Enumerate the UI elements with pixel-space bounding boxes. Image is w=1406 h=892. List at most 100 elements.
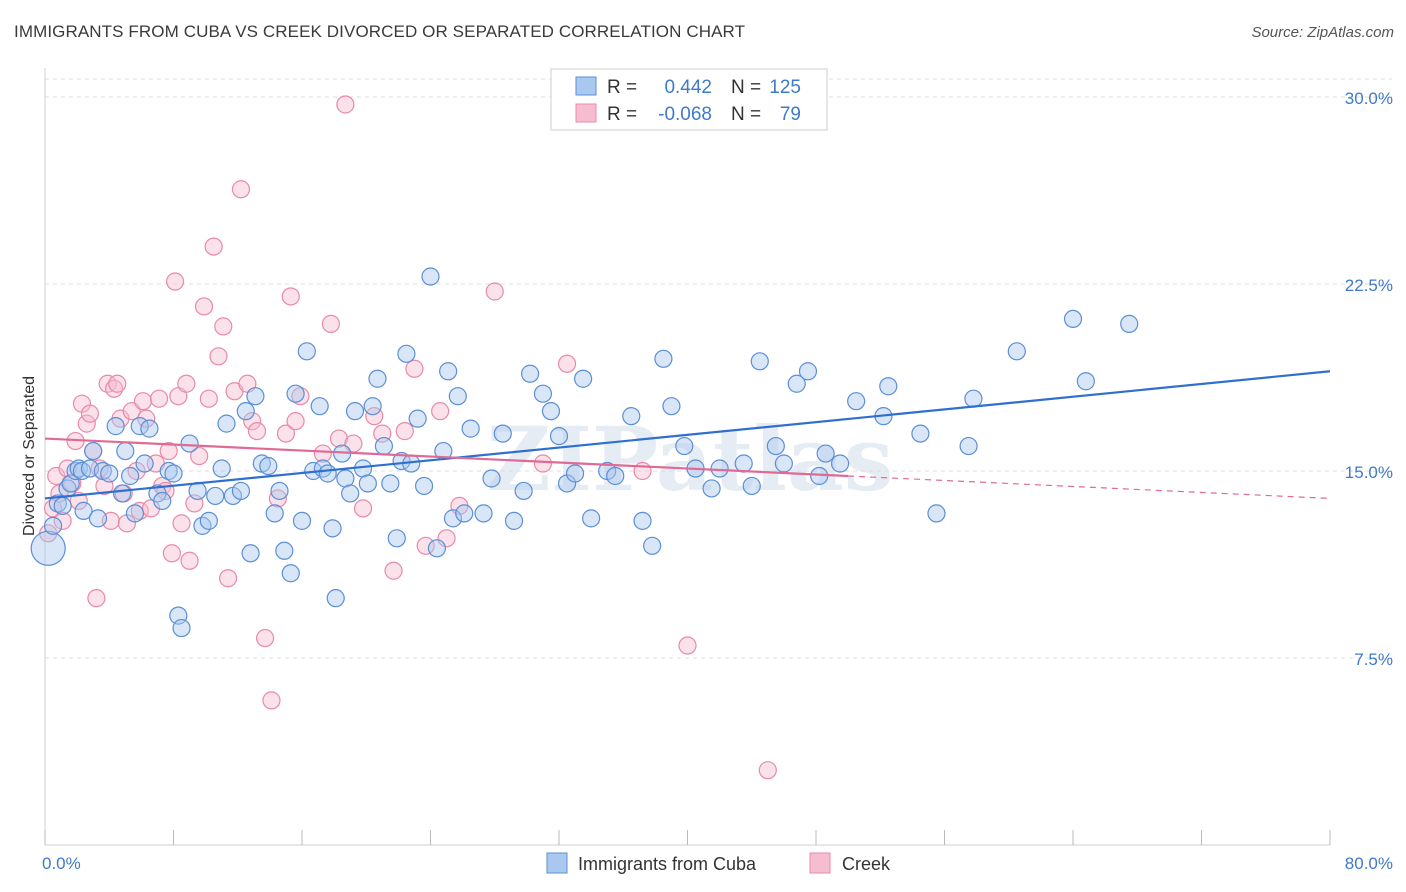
- cuba-point: [88, 509, 108, 528]
- cuba-point: [265, 504, 284, 523]
- creek-points: [39, 95, 777, 780]
- cuba-point: [159, 461, 178, 481]
- series-legend-swatch-creek: [809, 852, 831, 874]
- legend-n-label-2: N =: [731, 104, 761, 125]
- creek-point: [485, 282, 504, 301]
- creek-point: [108, 374, 127, 393]
- cuba-point: [493, 424, 512, 443]
- cuba-point: [281, 564, 300, 583]
- creek-point: [231, 180, 251, 199]
- cuba-point: [474, 504, 493, 523]
- cuba-point: [381, 474, 400, 493]
- cuba-point: [217, 414, 236, 433]
- watermark: ZIPatlas: [487, 407, 894, 511]
- creek-point: [162, 544, 181, 563]
- creek-point: [416, 536, 435, 555]
- creek-point: [384, 561, 403, 580]
- cuba-point: [368, 369, 387, 388]
- y-tick-label: 7.5%: [1354, 650, 1393, 669]
- legend-n-value-1: 125: [769, 77, 801, 98]
- legend-n-label-1: N =: [731, 77, 761, 98]
- creek-point: [321, 314, 341, 333]
- cuba-point: [911, 424, 930, 443]
- trend-lines: [44, 370, 1331, 500]
- creek-point: [247, 422, 267, 441]
- cuba-point: [798, 362, 818, 381]
- creek-point: [533, 454, 553, 473]
- cuba-point: [387, 529, 406, 548]
- cuba-point: [847, 392, 866, 411]
- cuba-point: [199, 511, 218, 530]
- cuba-point: [270, 481, 289, 501]
- cuba-points: [30, 267, 1139, 638]
- creek-point: [276, 424, 296, 443]
- cuba-point: [43, 516, 63, 535]
- creek-point: [90, 459, 109, 478]
- cuba-point: [421, 267, 440, 286]
- creek-point: [209, 347, 228, 366]
- creek-point: [286, 412, 305, 431]
- cuba-point: [310, 397, 329, 416]
- y-tick-label: 22.5%: [1345, 276, 1393, 295]
- creek-point: [77, 414, 96, 433]
- cuba-point: [427, 539, 447, 558]
- creek-point: [87, 589, 106, 608]
- creek-point: [329, 429, 349, 448]
- creek-point: [172, 514, 191, 533]
- creek-point: [336, 95, 355, 114]
- legend-r-label-2: R =: [607, 104, 637, 125]
- creek-point: [194, 297, 214, 316]
- cuba-point: [48, 494, 67, 513]
- creek-point: [291, 387, 310, 406]
- correlation-legend: R = 0.442 N = 125 R = -0.068 N = 79: [550, 68, 828, 131]
- creek-point: [353, 499, 373, 518]
- cuba-point: [341, 484, 360, 503]
- cuba-point: [514, 481, 533, 501]
- creek-point: [219, 569, 238, 588]
- legend-swatch-pink: [575, 103, 597, 123]
- cuba-point: [318, 464, 337, 483]
- source-label: Source: ZipAtlas.com: [1251, 24, 1394, 41]
- cuba-point: [787, 374, 806, 393]
- creek-trend-line: [44, 437, 849, 478]
- creek-point: [255, 628, 275, 648]
- cuba-point: [766, 436, 785, 456]
- creek-point: [437, 529, 456, 548]
- creek-point: [149, 389, 169, 408]
- creek-point: [678, 636, 697, 655]
- cuba-point: [742, 476, 761, 496]
- cuba-point: [734, 454, 753, 473]
- cuba-point: [622, 407, 641, 426]
- legend-swatch-blue: [575, 76, 597, 96]
- cuba-point: [30, 530, 66, 566]
- cuba-point: [654, 349, 673, 368]
- cuba-point: [504, 511, 524, 530]
- series-legend-label-cuba: Immigrants from Cuba: [578, 854, 757, 874]
- cuba-point: [326, 589, 345, 608]
- cuba-point: [606, 466, 625, 486]
- cuba-point: [121, 466, 140, 486]
- creek-point: [133, 392, 153, 411]
- cuba-point: [246, 387, 265, 406]
- creek-point: [166, 272, 185, 291]
- cuba-point: [675, 436, 694, 456]
- cuba-point: [345, 402, 365, 421]
- x-ticks: [44, 830, 1331, 845]
- creek-point: [268, 489, 288, 508]
- cuba-point: [172, 618, 191, 638]
- cuba-point: [448, 387, 467, 406]
- grid: [45, 78, 1392, 659]
- cuba-point: [710, 459, 729, 478]
- cuba-point: [1120, 314, 1139, 333]
- cuba-point: [750, 352, 769, 371]
- creek-point: [204, 237, 223, 256]
- series-legend: Immigrants from Cuba Creek: [546, 852, 891, 874]
- cuba-point: [66, 461, 85, 481]
- cuba-point: [153, 491, 172, 511]
- creek-point: [431, 402, 450, 421]
- creek-point: [80, 404, 100, 423]
- y-tick-label: 30.0%: [1345, 89, 1393, 108]
- cuba-point: [180, 434, 199, 453]
- cuba-point: [1076, 372, 1095, 391]
